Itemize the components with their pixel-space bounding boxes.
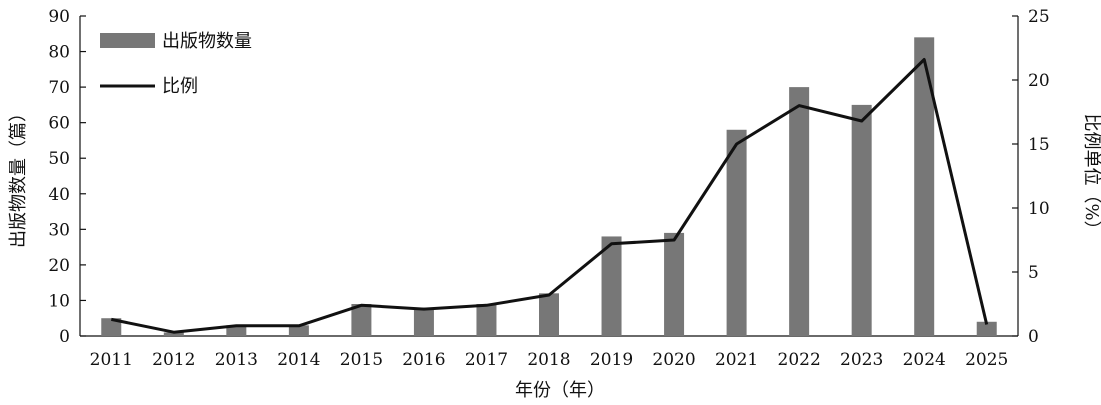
y2-tick-label: 15 xyxy=(1028,135,1050,155)
bar xyxy=(664,232,685,336)
x-tick-label: 2012 xyxy=(152,350,195,370)
bar-series xyxy=(101,37,997,336)
x-tick-label: 2011 xyxy=(90,350,133,370)
x-axis-title: 年份（年） xyxy=(515,380,605,401)
y2-tick-label: 20 xyxy=(1028,71,1050,91)
bar xyxy=(726,129,747,336)
x-tick-label: 2024 xyxy=(903,350,946,370)
x-tick-label: 2015 xyxy=(340,350,383,370)
bar xyxy=(163,332,184,336)
x-tick-label: 2018 xyxy=(527,350,570,370)
ratio-line xyxy=(110,58,989,334)
x-tick-label: 2019 xyxy=(590,350,633,370)
y-axis-title: 出版物数量（篇） xyxy=(8,104,29,248)
y-tick-label: 20 xyxy=(48,256,70,276)
bar xyxy=(101,318,122,336)
legend-line-label: 比例 xyxy=(162,76,198,97)
right-axis-ticks: 0 5 10 15 20 25 xyxy=(1012,7,1050,347)
y-tick-label: 90 xyxy=(48,7,70,27)
legend-bar-swatch xyxy=(100,33,155,48)
bar xyxy=(476,304,497,336)
x-tick-label: 2023 xyxy=(840,350,883,370)
legend-bar-label: 出版物数量 xyxy=(162,31,252,52)
x-tick-label: 2016 xyxy=(402,350,445,370)
y-tick-label: 70 xyxy=(48,78,70,98)
bar xyxy=(976,321,997,336)
bar xyxy=(789,87,810,336)
bar xyxy=(601,236,622,336)
y-tick-label: 30 xyxy=(48,220,70,240)
bar xyxy=(351,304,372,336)
legend: 出版物数量 比例 xyxy=(100,31,252,97)
x-tick-label: 2020 xyxy=(652,350,695,370)
y2-tick-label: 10 xyxy=(1028,199,1050,219)
y2-tick-label: 25 xyxy=(1028,7,1050,27)
y-tick-label: 0 xyxy=(59,327,70,347)
bar xyxy=(914,37,935,336)
x-tick-label: 2013 xyxy=(215,350,258,370)
x-tick-label: 2014 xyxy=(277,350,320,370)
y-tick-label: 10 xyxy=(48,291,70,311)
bar xyxy=(413,307,434,336)
y-tick-label: 60 xyxy=(48,114,70,134)
line-series xyxy=(110,58,989,334)
y2-tick-label: 0 xyxy=(1028,327,1039,347)
y2-tick-label: 5 xyxy=(1028,263,1039,283)
x-tick-label: 2025 xyxy=(965,350,1008,370)
bar xyxy=(539,293,559,336)
y-tick-label: 50 xyxy=(48,149,70,169)
bar xyxy=(226,325,247,336)
x-axis-ticks: 2011 2012 2013 2014 2015 2016 2017 2018 2019 2020… xyxy=(90,350,1009,370)
y-tick-label: 80 xyxy=(48,43,70,63)
y2-axis-title: 比例单位（%） xyxy=(1081,113,1101,238)
y-tick-label: 40 xyxy=(48,185,70,205)
x-tick-label: 2022 xyxy=(778,350,821,370)
bar xyxy=(851,104,872,336)
plot-axes xyxy=(79,16,1019,337)
left-axis-ticks: 0 10 20 30 40 50 60 70 80 90 xyxy=(48,7,86,347)
bar xyxy=(288,325,309,336)
x-tick-label: 2017 xyxy=(465,350,508,370)
x-tick-label: 2021 xyxy=(715,350,758,370)
